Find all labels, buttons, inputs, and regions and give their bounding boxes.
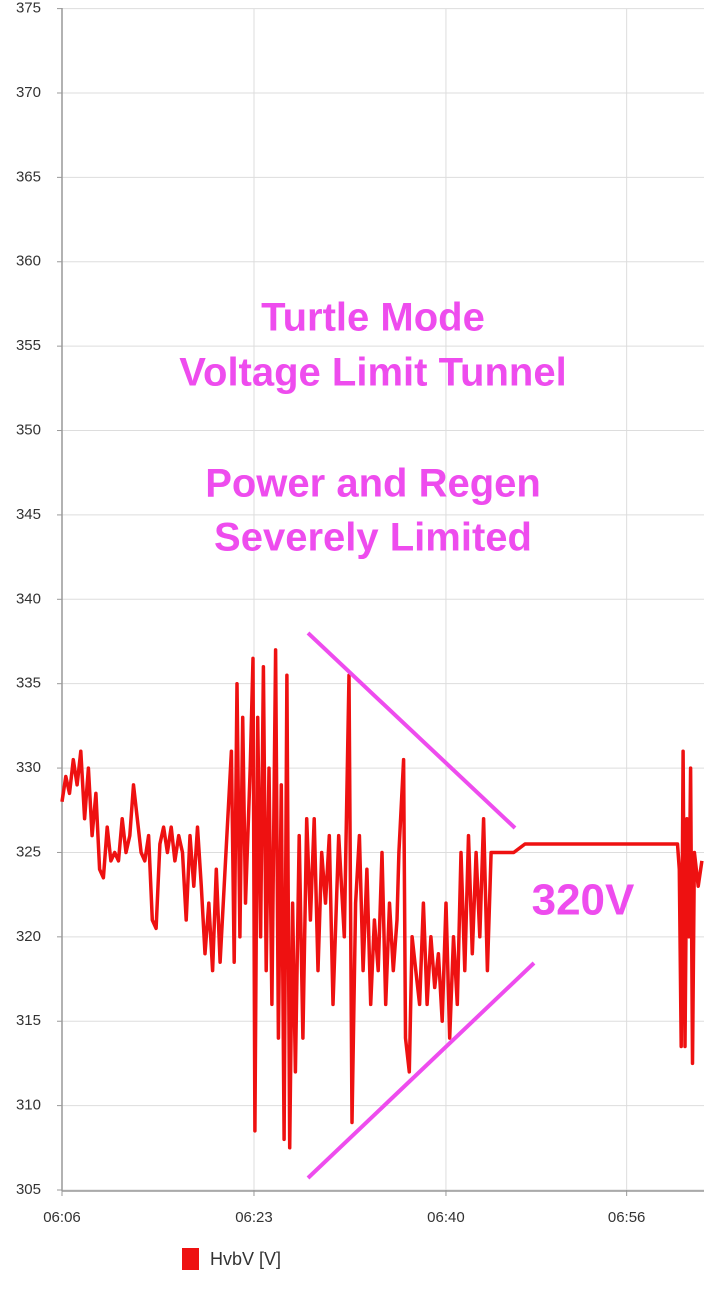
annotation: Turtle Mode	[261, 296, 485, 340]
y-tick-label: 330	[16, 759, 41, 776]
annotation: Severely Limited	[214, 516, 532, 560]
annotation: Voltage Limit Tunnel	[179, 351, 566, 395]
y-tick-label: 345	[16, 506, 41, 523]
y-tick-label: 315	[16, 1012, 41, 1029]
y-tick-label: 365	[16, 168, 41, 185]
tunnel-line	[306, 631, 517, 830]
y-tick-label: 340	[16, 590, 41, 607]
annotation: 320V	[532, 876, 635, 925]
x-tick-label: 06:23	[235, 1209, 273, 1226]
line	[60, 648, 704, 1150]
annotation: Power and Regen	[205, 462, 541, 506]
x-tick-label: 06:56	[608, 1209, 646, 1226]
y-tick-label: 370	[16, 84, 41, 101]
y-tick-label: 310	[16, 1097, 41, 1114]
x-tick-label: 06:40	[427, 1209, 465, 1226]
grid	[61, 8, 704, 1191]
y-tick-label: 325	[16, 843, 41, 860]
y-tick-label: 320	[16, 928, 41, 945]
y-tick-label: 360	[16, 253, 41, 270]
legend-label: HvbV [V]	[210, 1249, 281, 1269]
x-tick-label: 06:06	[43, 1209, 81, 1226]
tunnel-line	[306, 961, 536, 1180]
legend-swatch	[182, 1248, 199, 1270]
y-tick-label: 350	[16, 421, 41, 438]
y-tick-label: 305	[16, 1181, 41, 1198]
y-tick-label: 355	[16, 337, 41, 354]
y-tick-label: 335	[16, 675, 41, 692]
plot	[60, 648, 704, 1150]
y-tick-label: 375	[16, 0, 41, 17]
